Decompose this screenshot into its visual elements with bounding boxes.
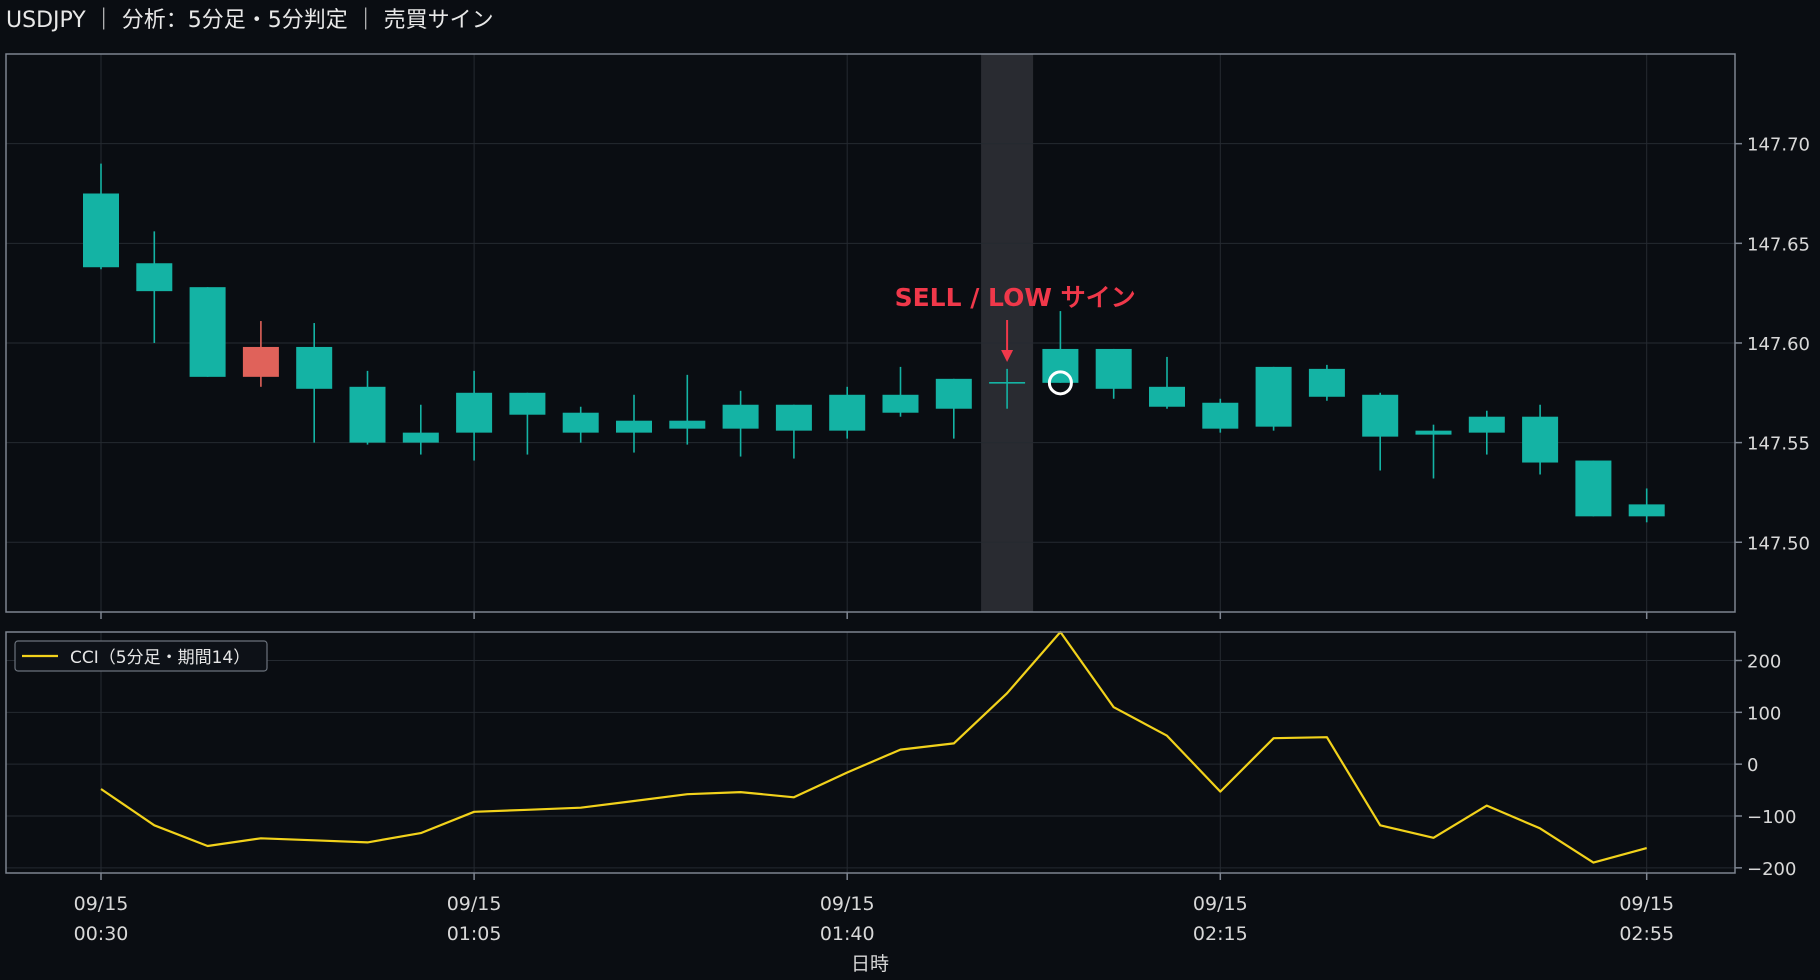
candle-body-up [935,378,972,409]
cci-panel [6,632,1735,873]
candle-body-up [775,404,812,431]
signal-label: SELL / LOW サイン [895,283,1136,312]
candle-body-up [829,394,866,431]
candle-body-up [1149,386,1185,407]
cci-y-tick-label: −200 [1747,859,1796,880]
x-tick-date: 09/15 [447,893,502,915]
cci-y-tick-label: 100 [1747,703,1781,724]
x-tick-date: 09/15 [1193,893,1248,915]
candle-body-up [1042,348,1079,383]
candle-body-up [1468,416,1505,433]
candle-body-up [1255,366,1292,427]
cci-panel-border [5,631,1736,874]
candle-body-up [1415,430,1452,435]
x-tick-time: 01:40 [820,923,875,945]
price-panel [6,54,1735,612]
cci-legend-label: CCI（5分足・期間14） [70,648,250,668]
cci-y-tick-label: −100 [1747,807,1796,828]
candle-body-up [882,394,919,413]
candle-body-up [136,263,173,292]
x-tick-time: 01:05 [447,923,502,945]
candle-body-up [1095,348,1132,389]
price-y-tick-label: 147.65 [1747,234,1810,255]
candle-body-up [669,420,706,429]
candle-body-up [509,392,546,415]
candle-body-up [1575,460,1612,517]
candle-body-up [1362,394,1399,437]
price-y-tick-label: 147.55 [1747,434,1810,455]
x-tick-time: 02:55 [1619,923,1674,945]
candle-body-up [1628,504,1665,517]
cci-y-tick-label: 200 [1747,652,1781,673]
candle-body-up [562,412,599,433]
candle-body-up [1202,402,1239,429]
candle-body-up [1522,416,1559,463]
x-axis-label: 日時 [851,953,889,975]
candle-body-down [242,346,279,377]
signal-arrow-head [1001,350,1014,362]
cci-legend-box [14,640,268,672]
cci-y-tick-label: 0 [1747,755,1758,776]
candle-body-up [616,420,652,433]
x-tick-date: 09/15 [820,893,875,915]
x-tick-time: 02:15 [1193,923,1248,945]
signal-entry-circle [1047,370,1073,396]
candle-body-up [296,346,333,389]
price-y-tick-label: 147.60 [1747,334,1810,355]
price-panel-border [5,53,1736,613]
candle-body-up [402,432,439,443]
candle-body-up [349,386,386,443]
x-tick-time: 00:30 [74,923,129,945]
candle-body-up [1308,368,1345,397]
candle-body-up [456,392,493,433]
x-tick-date: 09/15 [74,893,129,915]
price-y-tick-label: 147.70 [1747,135,1810,156]
candle-body-up [722,404,759,429]
cci-series-line [100,630,1647,864]
candle-body-up [83,193,119,268]
price-y-tick-label: 147.50 [1747,533,1810,554]
chart-title: USDJPY ｜ 分析：5分足・5分判定 ｜ 売買サイン [6,8,494,33]
x-tick-date: 09/15 [1619,893,1674,915]
candle-body-up [189,287,226,377]
